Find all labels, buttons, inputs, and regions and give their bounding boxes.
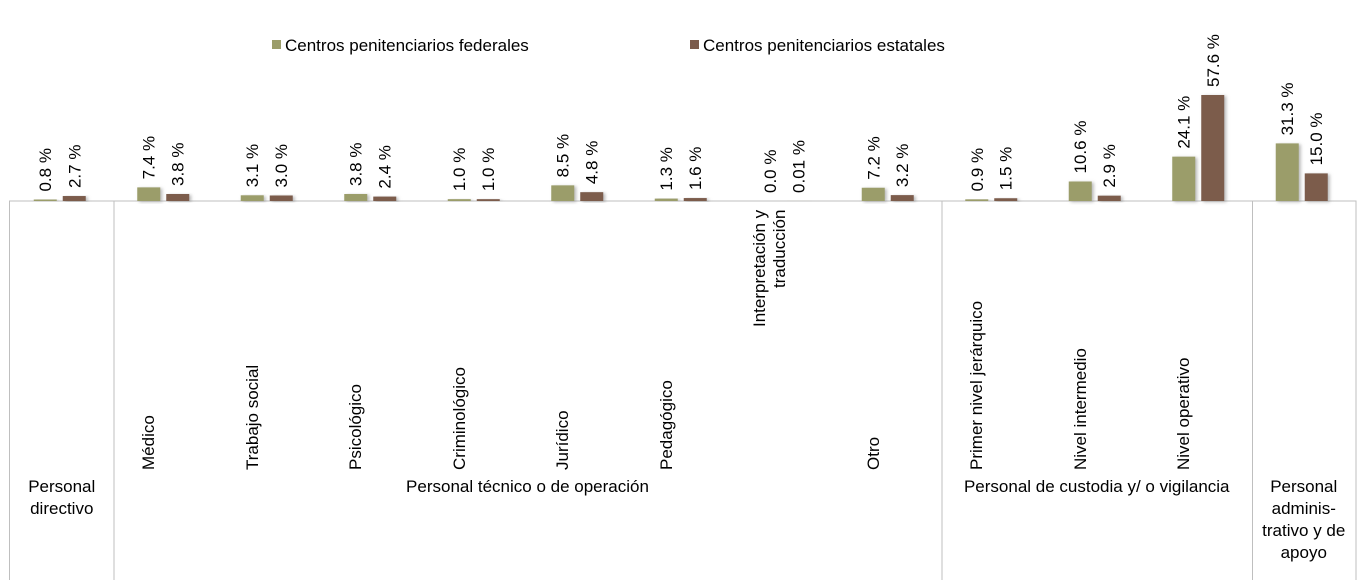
value-label: 1.0 % <box>479 148 498 191</box>
value-label: 3.1 % <box>243 144 262 187</box>
value-label: 57.6 % <box>1204 34 1223 87</box>
value-label: 4.8 % <box>583 141 602 184</box>
value-label: 3.0 % <box>272 144 291 187</box>
bar <box>269 195 293 201</box>
value-label: 2.4 % <box>376 145 395 188</box>
value-label: 3.8 % <box>169 143 188 186</box>
value-label: 31.3 % <box>1278 82 1297 135</box>
group-label: Personal adminis-trativo y de apoyo <box>1262 477 1346 562</box>
legend-label: Centros penitenciarios federales <box>285 36 529 55</box>
value-label: 10.6 % <box>1071 121 1090 174</box>
value-label: 2.9 % <box>1100 144 1119 187</box>
bar <box>240 195 264 201</box>
x-tick-label: Jurídico <box>553 410 573 470</box>
x-tick-label: Nivel operativo <box>1174 357 1194 470</box>
bar <box>1068 181 1092 201</box>
bar <box>654 198 678 201</box>
x-tick-label: Otro <box>863 436 883 470</box>
bar <box>1097 195 1121 201</box>
value-label: 7.2 % <box>864 136 883 179</box>
x-tick-label: Primer nivel jerárquico <box>967 300 987 470</box>
group-label: Personal de custodia y/ o vigilancia <box>963 477 1230 496</box>
value-label: 24.1 % <box>1175 96 1194 149</box>
value-label: 1.3 % <box>657 147 676 190</box>
legend-marker <box>272 40 281 49</box>
x-tick-label: Criminológico <box>449 367 469 470</box>
value-label: 1.5 % <box>997 147 1016 190</box>
x-tick-label: Nivel intermedio <box>1070 348 1090 470</box>
bar <box>447 199 471 201</box>
value-label: 0.0 % <box>761 150 780 193</box>
bar <box>1275 143 1299 201</box>
value-label: 0.8 % <box>36 148 55 191</box>
bar <box>476 199 500 201</box>
value-label: 0.9 % <box>968 148 987 191</box>
x-tick-label: Psicológico <box>346 384 366 470</box>
x-tick-label: Pedagógico <box>656 380 676 470</box>
bar <box>62 196 86 201</box>
bar <box>137 187 161 201</box>
value-label: 1.0 % <box>450 148 469 191</box>
value-label: 15.0 % <box>1307 112 1326 165</box>
bar <box>33 199 57 201</box>
group-label: Personal técnico o de operación <box>406 477 649 496</box>
bar <box>373 196 397 201</box>
bar <box>965 199 989 201</box>
bar <box>1172 156 1196 201</box>
value-label: 3.8 % <box>347 143 366 186</box>
bar <box>551 185 575 201</box>
x-tick-label: Interpretación y traducción <box>750 210 790 328</box>
x-tick-label: Médico <box>139 415 159 470</box>
value-label: 1.6 % <box>686 147 705 190</box>
legend-label: Centros penitenciarios estatales <box>703 36 945 55</box>
bar <box>890 195 914 201</box>
bar <box>580 192 604 201</box>
bar <box>344 194 368 201</box>
bar <box>166 194 190 201</box>
bar <box>1304 173 1328 201</box>
x-tick-label: Trabajo social <box>242 364 262 470</box>
value-label: 7.4 % <box>140 136 159 179</box>
bar <box>1201 95 1225 201</box>
bar <box>861 187 885 201</box>
legend-marker <box>690 40 699 49</box>
group-label: Personal directivo <box>28 477 96 518</box>
value-label: 3.2 % <box>893 144 912 187</box>
value-label: 8.5 % <box>554 134 573 177</box>
value-label: 2.7 % <box>65 145 84 188</box>
value-label: 0.01 % <box>790 140 809 193</box>
bar <box>683 198 707 201</box>
bar <box>994 198 1018 201</box>
